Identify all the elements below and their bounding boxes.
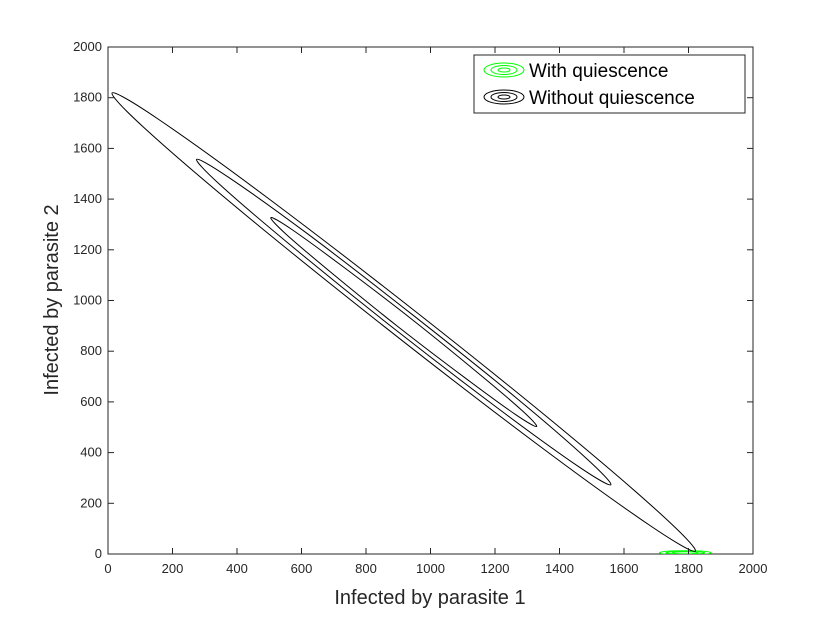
legend-swatch xyxy=(497,67,511,73)
y-tick-label: 800 xyxy=(80,343,102,358)
x-tick-label: 1600 xyxy=(610,561,639,576)
contour-line xyxy=(196,158,612,486)
x-tick-label: 1800 xyxy=(674,561,703,576)
y-tick-label: 1000 xyxy=(73,293,102,308)
y-tick-label: 1800 xyxy=(73,90,102,105)
plot-area xyxy=(107,46,754,555)
legend: With quiescence Without quiescence xyxy=(473,54,746,114)
y-tick-label: 600 xyxy=(80,394,102,409)
plot-content xyxy=(111,92,712,554)
y-tick-label: 1200 xyxy=(73,242,102,257)
x-tick-label: 0 xyxy=(104,561,111,576)
x-axis-title: Infected by parasite 1 xyxy=(334,587,525,609)
x-tick-label: 800 xyxy=(355,561,377,576)
legend-swatch xyxy=(490,65,518,75)
y-axis-title: Infected by parasite 2 xyxy=(41,204,63,395)
y-tick-label: 2000 xyxy=(73,39,102,54)
x-tick-label: 1200 xyxy=(481,561,510,576)
x-tick-label: 600 xyxy=(291,561,313,576)
x-tick-label: 2000 xyxy=(739,561,768,576)
legend-label: Without quiescence xyxy=(529,88,695,109)
y-tick-label: 1600 xyxy=(73,140,102,155)
legend-swatch xyxy=(490,92,518,102)
legend-swatch xyxy=(483,62,525,78)
legend-label: With quiescence xyxy=(529,61,668,82)
contour-line xyxy=(111,92,696,552)
legend-box xyxy=(473,54,746,114)
x-tick-label: 1400 xyxy=(545,561,574,576)
y-tick-label: 0 xyxy=(95,546,102,561)
legend-swatch xyxy=(497,94,511,100)
x-tick-label: 400 xyxy=(226,561,248,576)
contour-line xyxy=(671,551,699,554)
contour-line xyxy=(270,217,538,428)
legend-swatch xyxy=(483,89,525,105)
y-tick-label: 1400 xyxy=(73,191,102,206)
y-tick-label: 400 xyxy=(80,445,102,460)
x-tick-label: 1000 xyxy=(416,561,445,576)
x-tick-label: 200 xyxy=(162,561,184,576)
y-tick-label: 200 xyxy=(80,495,102,510)
contour-line xyxy=(658,550,712,554)
